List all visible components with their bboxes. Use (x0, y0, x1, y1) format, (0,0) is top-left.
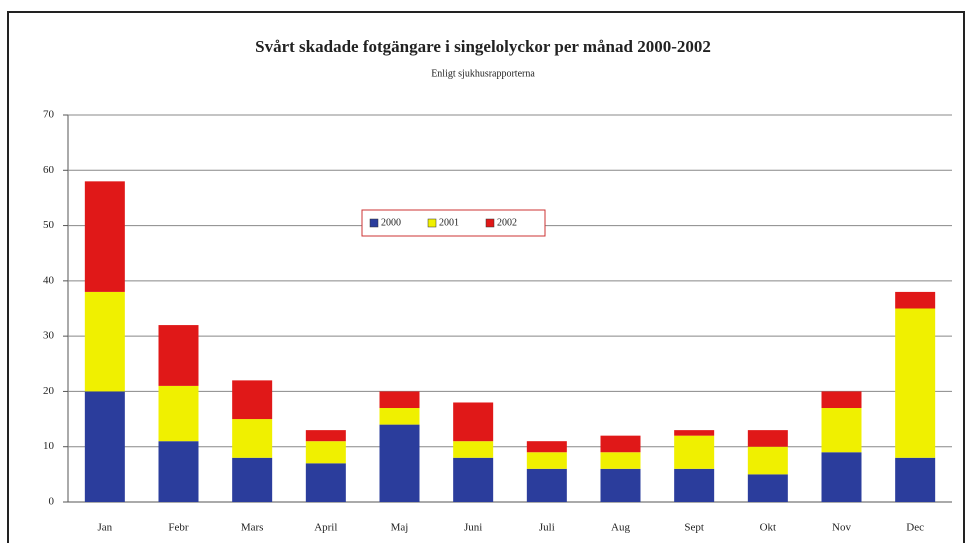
x-tick-label: Aug (611, 522, 630, 534)
bar-segment (305, 441, 346, 464)
y-tick-label: 40 (43, 274, 55, 286)
bar-segment (674, 430, 715, 436)
chart-frame (7, 11, 965, 543)
legend-swatch (369, 218, 379, 228)
bar-segment (821, 391, 862, 409)
legend-label: 2002 (497, 217, 517, 228)
bar-segment (232, 457, 273, 502)
bar-segment (747, 474, 788, 502)
bar-segment (674, 435, 715, 469)
bar-segment (84, 391, 125, 502)
x-tick-label: Dec (906, 522, 924, 534)
x-tick-label: Okt (760, 522, 777, 534)
bar-segment (747, 430, 788, 447)
bar-segment (600, 468, 641, 502)
bar-segment (821, 452, 862, 502)
x-tick-label: Sept (684, 522, 704, 534)
x-tick-label: Juni (464, 522, 482, 534)
bar-segment (158, 441, 199, 502)
y-tick-label: 30 (43, 330, 55, 342)
bar-segment (453, 457, 494, 502)
bar-segment (84, 181, 125, 292)
bar-segment (526, 452, 567, 469)
x-tick-label: Mars (241, 522, 264, 534)
bar-segment (305, 430, 346, 442)
legend-swatch (427, 218, 437, 228)
x-tick-label: Jan (97, 522, 112, 534)
bar-segment (379, 424, 420, 502)
y-tick-label: 60 (43, 164, 55, 176)
bar-segment (747, 446, 788, 475)
y-tick-label: 10 (43, 440, 55, 452)
legend-box (361, 209, 546, 237)
bar-segment (379, 408, 420, 425)
legend-label: 2001 (439, 217, 459, 228)
chart-subtitle: Enligt sjukhusrapporterna (431, 68, 535, 79)
bar-segment (895, 291, 936, 309)
y-tick-label: 0 (49, 496, 55, 508)
bar-segment (600, 435, 641, 453)
x-tick-label: Juli (539, 522, 555, 534)
y-tick-label: 50 (43, 219, 55, 231)
bar-segment (895, 308, 936, 458)
y-tick-label: 20 (43, 385, 55, 397)
x-tick-label: Maj (391, 522, 409, 534)
bar-segment (379, 391, 420, 409)
bar-segment (453, 441, 494, 458)
legend-swatch (485, 218, 495, 228)
bar-segment (453, 402, 494, 442)
x-tick-label: April (314, 522, 337, 534)
bar-segment (895, 457, 936, 502)
bar-segment (821, 408, 862, 453)
bar-segment (84, 291, 125, 392)
bar-segment (232, 380, 273, 420)
bar-segment (158, 385, 199, 442)
chart-title: Svårt skadade fotgängare i singelolyckor… (255, 37, 711, 56)
bar-segment (674, 468, 715, 502)
x-tick-label: Febr (168, 522, 189, 534)
bar-segment (158, 325, 199, 386)
bar-segment (526, 441, 567, 453)
bar-segment (305, 463, 346, 502)
bar-segment (526, 468, 567, 502)
bar-segment (232, 419, 273, 458)
legend-label: 2000 (381, 217, 401, 228)
y-tick-label: 70 (43, 109, 55, 121)
x-tick-label: Nov (832, 522, 851, 534)
bar-segment (600, 452, 641, 469)
